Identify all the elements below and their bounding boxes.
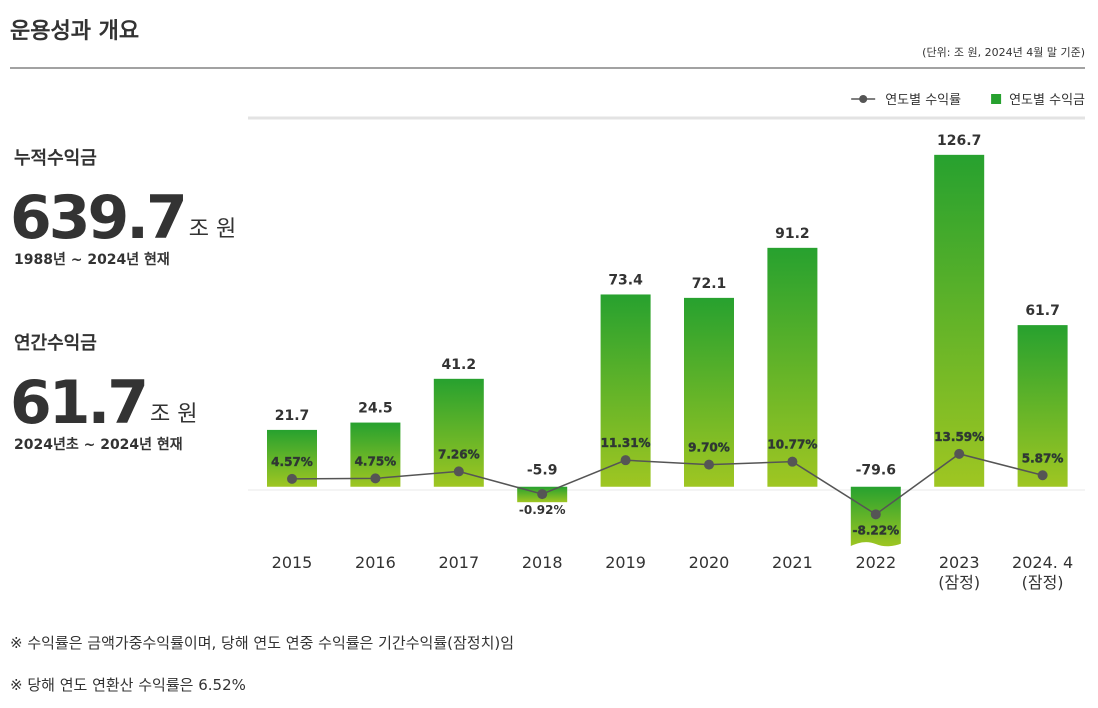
footnote: ※ 수익률은 금액가중수익률이며, 당해 연도 연중 수익률은 기간수익률(잠정… [10,634,514,652]
x-tick-label: (잠정) [1022,573,1064,592]
page-title: 운용성과 개요 [10,19,139,44]
summary-label: 연간수익금 [14,333,97,354]
line-value-label: 11.31% [601,436,651,450]
summary-value: 639.7 [10,183,185,253]
bar [767,247,818,487]
line-point [620,455,631,466]
bar-value-label: -79.6 [856,463,896,479]
bar-value-label: -5.9 [527,463,558,479]
bar-value-label: 24.5 [358,401,393,417]
line-value-label: 4.75% [355,454,397,468]
legend-label: 연도별 수익금 [1009,93,1085,108]
summary-period: 2024년초 ~ 2024년 현재 [14,437,183,453]
line [291,453,1043,516]
legend-swatch [991,94,1002,104]
bar-value-label: 91.2 [775,226,810,242]
x-tick-label: 2016 [355,553,396,572]
footnote: ※ 당해 연도 연환산 수익률은 6.52% [10,676,246,694]
x-tick-label: 2018 [522,553,563,572]
line-point [704,459,714,470]
x-tick-label: (잠정) [938,573,980,592]
x-tick-label: 2021 [772,553,813,572]
bar-value-label: 126.7 [937,133,981,149]
summary-value: 61.7 [10,368,146,438]
legend-swatch [859,95,868,103]
bar-value-label: 73.4 [608,272,643,288]
summary-unit: 조 원 [150,402,197,427]
plot: 2015 2016 2017 2018 2019 2020 2021 2022 2023(잠정)… [267,93,1085,592]
line-point [787,456,798,467]
x-tick-label: 2020 [689,553,730,572]
summary-unit: 조 원 [189,217,236,242]
x-tick-label: 2023 [939,553,980,572]
bar-value-label: 61.7 [1025,303,1060,319]
bar [600,294,651,487]
legend-label: 연도별 수익률 [885,93,961,108]
line-point [370,473,381,484]
line-point [453,466,464,477]
x-tick-label: 2017 [438,553,479,572]
line-point [537,489,548,500]
line-value-label: -0.92% [519,503,566,517]
line-point [954,448,965,459]
x-tick-label: 2022 [855,553,896,572]
line-value-label: 4.57% [271,455,313,469]
line-value-label: 13.59% [934,430,984,444]
line-value-label: 10.77% [767,438,817,452]
line-point [287,473,297,484]
summary-period: 1988년 ~ 2024년 현재 [14,252,170,268]
bar-value-label: 41.2 [442,357,477,373]
line-value-label: -8.22% [852,523,899,537]
bar [934,154,985,487]
bar-value-label: 72.1 [692,276,727,292]
line-value-label: 9.70% [688,441,730,455]
line-value-label: 7.26% [438,447,480,461]
line-point [870,509,881,520]
line-value-label: 5.87% [1022,451,1064,465]
unit-note: (단위: 조 원, 2024년 4월 말 기준) [922,46,1085,59]
bar [1017,325,1068,487]
bar-value-label: 21.7 [275,408,310,424]
summary-label: 누적수익금 [14,148,97,169]
bar [684,297,734,487]
x-tick-label: 2019 [605,553,646,572]
line-point [1037,470,1048,481]
axis-break [848,542,903,550]
x-tick-label: 2015 [272,553,313,572]
x-tick-label: 2024. 4 [1012,553,1073,572]
